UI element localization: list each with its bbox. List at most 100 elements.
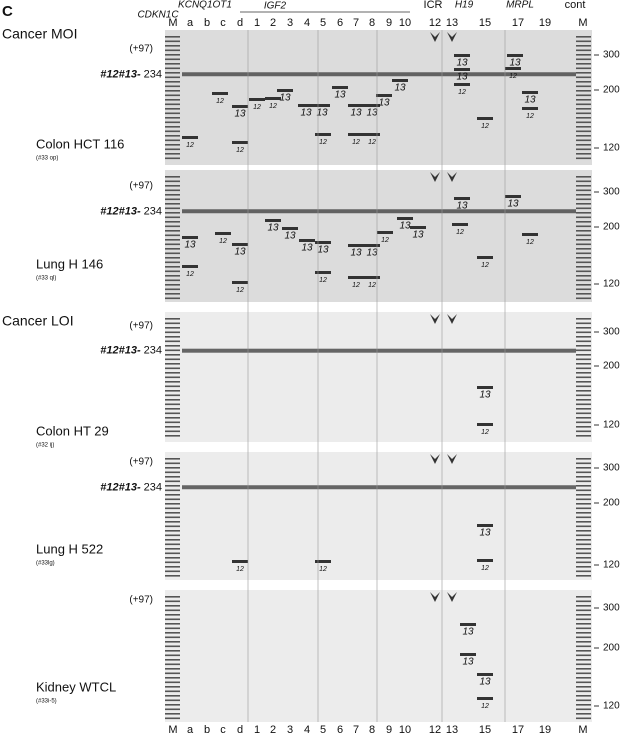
ladder-band bbox=[576, 570, 591, 573]
band-label: 12 bbox=[269, 103, 277, 110]
lane-label: 4 bbox=[304, 17, 310, 29]
band-label: 12 bbox=[456, 229, 464, 236]
sample-code: (#33 ql) bbox=[36, 276, 56, 282]
ladder-band bbox=[165, 566, 180, 568]
ladder-band bbox=[165, 525, 180, 528]
band-label: 13 bbox=[507, 199, 519, 210]
ladder-band bbox=[576, 485, 591, 487]
size-label: 300 bbox=[603, 327, 620, 338]
lane-label: M bbox=[168, 17, 177, 29]
ladder-band bbox=[576, 543, 591, 546]
band-row bbox=[182, 348, 576, 353]
marker-ids: #12#13- bbox=[100, 481, 141, 493]
band-label: 13 bbox=[366, 108, 378, 119]
ladder-band bbox=[576, 194, 591, 196]
ladder-band bbox=[576, 243, 591, 246]
band bbox=[265, 219, 281, 222]
band-label: 12 bbox=[352, 139, 360, 146]
ladder-band bbox=[576, 498, 591, 501]
ladder-band bbox=[165, 239, 180, 241]
ladder-band bbox=[165, 354, 180, 356]
ladder-band bbox=[576, 293, 591, 295]
ladder-band bbox=[165, 275, 180, 277]
ladder-band bbox=[165, 189, 180, 192]
ladder-band bbox=[576, 367, 591, 370]
lane-label: b bbox=[204, 724, 210, 736]
ladder-band bbox=[165, 659, 180, 661]
band-label: 12 bbox=[236, 147, 244, 154]
ladder-band bbox=[165, 284, 180, 286]
marker-ids: #12#13- bbox=[100, 205, 141, 217]
ladder-band bbox=[576, 403, 591, 406]
ladder-band bbox=[576, 372, 591, 374]
lane-label: a bbox=[187, 724, 194, 736]
band bbox=[410, 226, 426, 229]
lane-label: 13 bbox=[446, 17, 458, 29]
band bbox=[477, 559, 493, 562]
band-label: 13 bbox=[479, 677, 491, 688]
marker-label: #12#13- 234 bbox=[100, 68, 162, 80]
band bbox=[522, 107, 538, 110]
band-label: 12 bbox=[481, 429, 489, 436]
ladder-band bbox=[576, 426, 591, 428]
band-label: 12 bbox=[216, 98, 224, 105]
ladder-band bbox=[165, 203, 180, 205]
marker-size: 234 bbox=[144, 345, 162, 357]
band-label: 13 bbox=[279, 93, 291, 104]
band-label: 12 bbox=[368, 282, 376, 289]
ladder-band bbox=[576, 677, 591, 679]
lane-label: 19 bbox=[539, 17, 551, 29]
ladder-band bbox=[576, 663, 591, 666]
ladder-band bbox=[165, 108, 180, 110]
ladder-band bbox=[576, 99, 591, 101]
ladder-band bbox=[576, 575, 591, 577]
ladder-band bbox=[165, 494, 180, 496]
ladder-band bbox=[165, 252, 180, 255]
band-label: 12 bbox=[319, 277, 327, 284]
ladder-band bbox=[165, 230, 180, 232]
ladder-band bbox=[576, 614, 591, 616]
ladder-band bbox=[576, 717, 591, 720]
ladder-band bbox=[165, 318, 180, 320]
ladder-band bbox=[165, 467, 180, 469]
ladder-band bbox=[576, 394, 591, 397]
size-label: 200 bbox=[603, 85, 620, 96]
ladder-band bbox=[576, 297, 591, 300]
band-label: 12 bbox=[481, 262, 489, 269]
ladder-band bbox=[165, 349, 180, 352]
band bbox=[182, 136, 198, 139]
ladder-band bbox=[165, 40, 180, 43]
band-label: 13 bbox=[456, 72, 468, 83]
ladder-band bbox=[165, 63, 180, 65]
ladder-band bbox=[165, 81, 180, 83]
band-label: 12 bbox=[236, 566, 244, 573]
ladder-band bbox=[576, 358, 591, 361]
ladder-band bbox=[576, 627, 591, 630]
ladder-band bbox=[165, 471, 180, 474]
band bbox=[377, 231, 393, 234]
ladder-band bbox=[165, 135, 180, 137]
ladder-band bbox=[576, 103, 591, 106]
band-label: 13 bbox=[234, 109, 246, 120]
lane-label: 6 bbox=[337, 17, 343, 29]
ladder-band bbox=[165, 686, 180, 688]
band bbox=[522, 91, 538, 94]
ladder-band bbox=[576, 221, 591, 223]
band bbox=[277, 89, 293, 92]
band-label: 12 bbox=[526, 239, 534, 246]
ladder-band bbox=[576, 176, 591, 178]
band bbox=[315, 271, 331, 274]
ladder-band bbox=[576, 539, 591, 541]
ladder-band bbox=[165, 476, 180, 478]
band-label: 13 bbox=[479, 390, 491, 401]
band-label: 13 bbox=[284, 231, 296, 242]
lane-label: M bbox=[168, 724, 177, 736]
ladder-band bbox=[576, 121, 591, 124]
band bbox=[282, 227, 298, 230]
band-label: 13 bbox=[301, 243, 313, 254]
ladder-band bbox=[165, 58, 180, 61]
lane-label: b bbox=[204, 17, 210, 29]
band bbox=[348, 104, 364, 107]
ladder-band bbox=[576, 480, 591, 483]
ladder-band bbox=[576, 641, 591, 643]
